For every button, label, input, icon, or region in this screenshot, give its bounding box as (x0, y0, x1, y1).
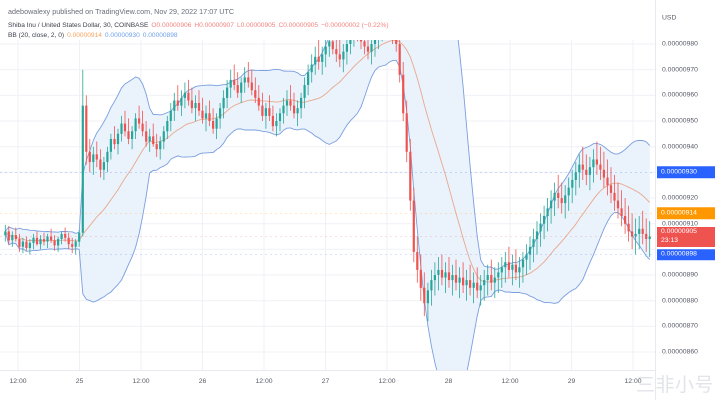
price-tick-label: 0.00000960 (662, 91, 698, 99)
price-tick-label: 0.00000920 (662, 194, 698, 202)
badge-upper-band[interactable]: 0.00000930 (657, 166, 715, 179)
time-tick-label: 12:00 (378, 378, 396, 385)
time-tick-label: 12:00 (501, 378, 519, 385)
badge-last-price-value: 0.00000905 (661, 228, 697, 235)
symbol-legend: Shiba Inu / United States Dollar, 30, CO… (8, 21, 389, 30)
symbol-title: Shiba Inu / United States Dollar, 30, CO… (8, 22, 149, 29)
price-tick-label: 0.00000970 (662, 66, 698, 74)
candles (4, 40, 651, 322)
candlestick-canvas (0, 40, 655, 370)
price-tick-label: 0.00000980 (662, 40, 698, 48)
bollinger-bands-legend: BB (20, close, 2, 0) 0.00000914 0.00000930… (8, 31, 178, 40)
price-axis[interactable]: USD 0.00000980 0.00000970 0.00000960 0.0000… (655, 0, 718, 400)
badge-basis-value: 0.00000914 (661, 209, 697, 217)
watermark-text: 三非小号 (635, 374, 714, 396)
bollinger-lower-line (4, 59, 651, 370)
bb-lower-value: 0.00000898 (142, 32, 178, 39)
time-tick-label: 29 (567, 378, 576, 385)
time-tick-label: 28 (444, 378, 453, 385)
price-axis-unit: USD (662, 14, 677, 22)
ohlc-high: H0.00000907 (194, 22, 234, 29)
ohlc-change: −0.00000002 (−0.22%) (321, 22, 389, 29)
badge-last-price[interactable]: 0.00000905 23:13 (657, 226, 715, 247)
time-tick-label: 12:00 (132, 378, 150, 385)
bollinger-band-fill (5, 40, 650, 370)
price-tick-label: 0.00000950 (662, 117, 698, 125)
price-tick-label: 0.00000870 (662, 322, 698, 330)
price-tick-label: 0.00000940 (662, 143, 698, 151)
time-tick-label: 27 (321, 378, 330, 385)
bollinger-upper-line (4, 40, 651, 270)
ohlc-close: C0.00000905 (278, 22, 319, 29)
bb-upper-value: 0.00000930 (104, 32, 140, 39)
attribution-text: adebowalexy published on TradingView.com… (8, 7, 235, 16)
badge-last-price-time: 23:13 (661, 236, 679, 244)
badge-upper-band-value: 0.00000930 (661, 168, 697, 176)
time-tick-label: 26 (198, 378, 207, 385)
chart-plot-area[interactable] (0, 40, 655, 370)
bollinger-basis-line (4, 40, 651, 283)
price-tick-label: 0.00000880 (662, 297, 698, 305)
bb-basis-value: 0.00000914 (67, 32, 102, 39)
time-axis[interactable]: 12:00 25 12:00 26 12:00 27 12:00 28 12:00 29 12:00 (0, 370, 655, 401)
indicator-name: BB (20, close, 2, 0) (8, 32, 65, 39)
badge-basis[interactable]: 0.00000914 (657, 207, 715, 220)
ohlc-open: O0.00000906 (151, 22, 192, 29)
badge-lower-band-value: 0.00000898 (661, 250, 697, 258)
time-tick-label: 25 (75, 378, 84, 385)
price-tick-label: 0.00000910 (662, 220, 698, 228)
time-tick-label: 12:00 (9, 378, 27, 385)
time-tick-label: 12:00 (624, 378, 642, 385)
price-tick-label: 0.00000890 (662, 271, 698, 279)
price-tick-label: 0.00000860 (662, 348, 698, 356)
badge-lower-band[interactable]: 0.00000898 (657, 248, 715, 261)
time-tick-label: 12:00 (255, 378, 273, 385)
ohlc-low: L0.00000905 (236, 22, 276, 29)
price-level-lines (0, 172, 655, 255)
